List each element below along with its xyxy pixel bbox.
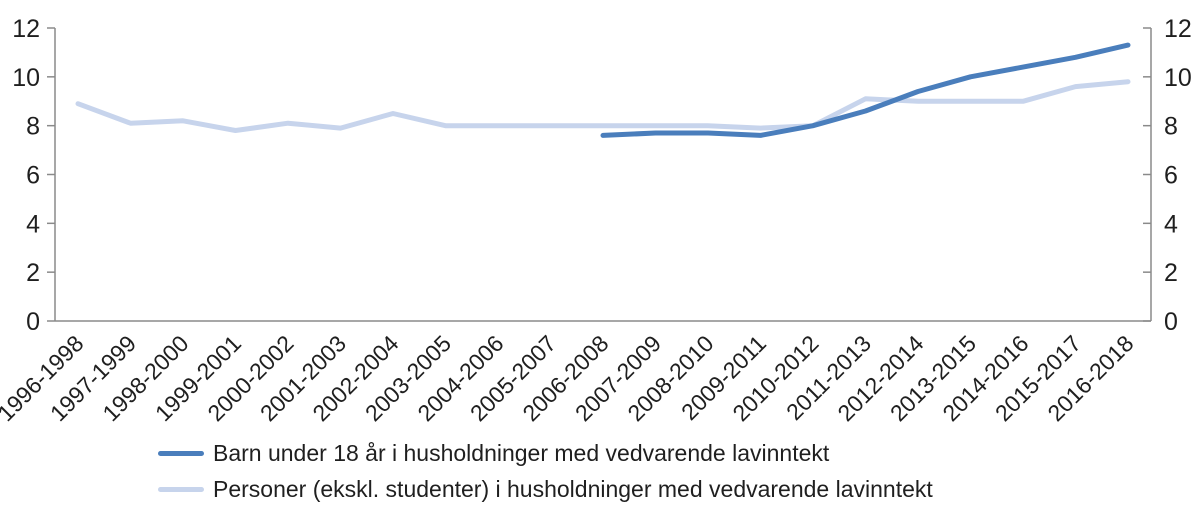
y-axis-label-right-0: 0 xyxy=(1164,308,1178,336)
y-axis-label-left-0: 0 xyxy=(26,308,40,336)
y-axis-label-right-10: 10 xyxy=(1164,64,1192,92)
y-axis-label-right-4: 4 xyxy=(1164,210,1178,238)
legend-label-barn: Barn under 18 år i husholdninger med ved… xyxy=(213,440,830,466)
y-axis-label-left-2: 2 xyxy=(26,259,40,287)
y-axis-label-left-10: 10 xyxy=(12,64,40,92)
y-axis-label-right-8: 8 xyxy=(1164,113,1178,141)
legend-item-barn: Barn under 18 år i husholdninger med ved… xyxy=(158,441,933,465)
y-axis-label-right-12: 12 xyxy=(1164,15,1192,43)
y-axis-label-right-2: 2 xyxy=(1164,259,1178,287)
y-axis-label-right-6: 6 xyxy=(1164,162,1178,190)
y-axis-label-left-6: 6 xyxy=(26,162,40,190)
legend-label-personer: Personer (ekskl. studenter) i husholdnin… xyxy=(213,476,933,502)
y-axis-label-left-8: 8 xyxy=(26,113,40,141)
legend: Barn under 18 år i husholdninger med ved… xyxy=(158,441,933,513)
series-line-0 xyxy=(600,42,1131,138)
legend-swatch-barn-icon xyxy=(158,450,204,456)
y-axis-label-left-4: 4 xyxy=(26,210,40,238)
legend-swatch-personer-icon xyxy=(158,486,204,492)
series-line-1 xyxy=(75,79,1131,133)
legend-item-personer: Personer (ekskl. studenter) i husholdnin… xyxy=(158,477,933,501)
y-axis-label-left-12: 12 xyxy=(12,15,40,43)
